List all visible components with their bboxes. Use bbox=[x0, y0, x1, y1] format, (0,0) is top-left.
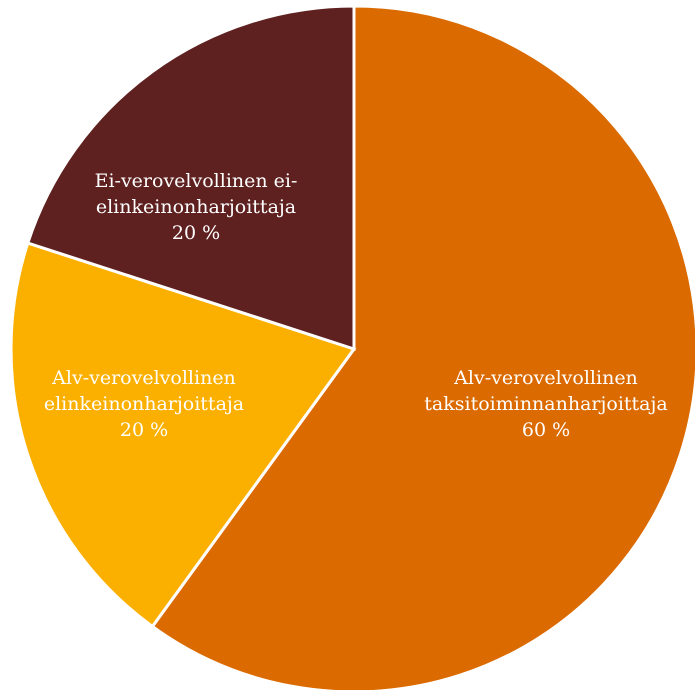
slice-label-line: Alv-verovelvollinen bbox=[453, 367, 638, 389]
pie-slice-ei bbox=[25, 4, 356, 352]
slice-label-line: elinkeinonharjoittaja bbox=[96, 196, 296, 218]
labels-layer: Alv-verovelvollinen taksitoiminnanharjoit… bbox=[44, 170, 668, 441]
slice-label-line: elinkeinonharjoittaja bbox=[44, 393, 244, 415]
slice-label-ei: Ei-verovelvollinen ei-elinkeinonharjoitt… bbox=[95, 170, 298, 244]
pie-slice-elinkeino bbox=[9, 241, 357, 629]
slice-value-label: 20 % bbox=[172, 222, 220, 244]
slices-layer bbox=[9, 4, 695, 690]
slice-label-elinkeino: Alv-verovelvollinen elinkeinonharjoittaja… bbox=[44, 367, 244, 441]
slice-label-line: Ei-verovelvollinen ei- bbox=[95, 170, 298, 192]
slice-value-label: 20 % bbox=[120, 419, 168, 441]
slice-label-taksi: Alv-verovelvollinen taksitoiminnanharjoit… bbox=[424, 367, 667, 441]
slice-value-label: 60 % bbox=[522, 419, 570, 441]
pie-slice-taksi bbox=[150, 4, 695, 690]
slice-label-line: Alv-verovelvollinen bbox=[51, 367, 236, 389]
slice-label-line: taksitoiminnanharjoittaja bbox=[424, 393, 667, 415]
